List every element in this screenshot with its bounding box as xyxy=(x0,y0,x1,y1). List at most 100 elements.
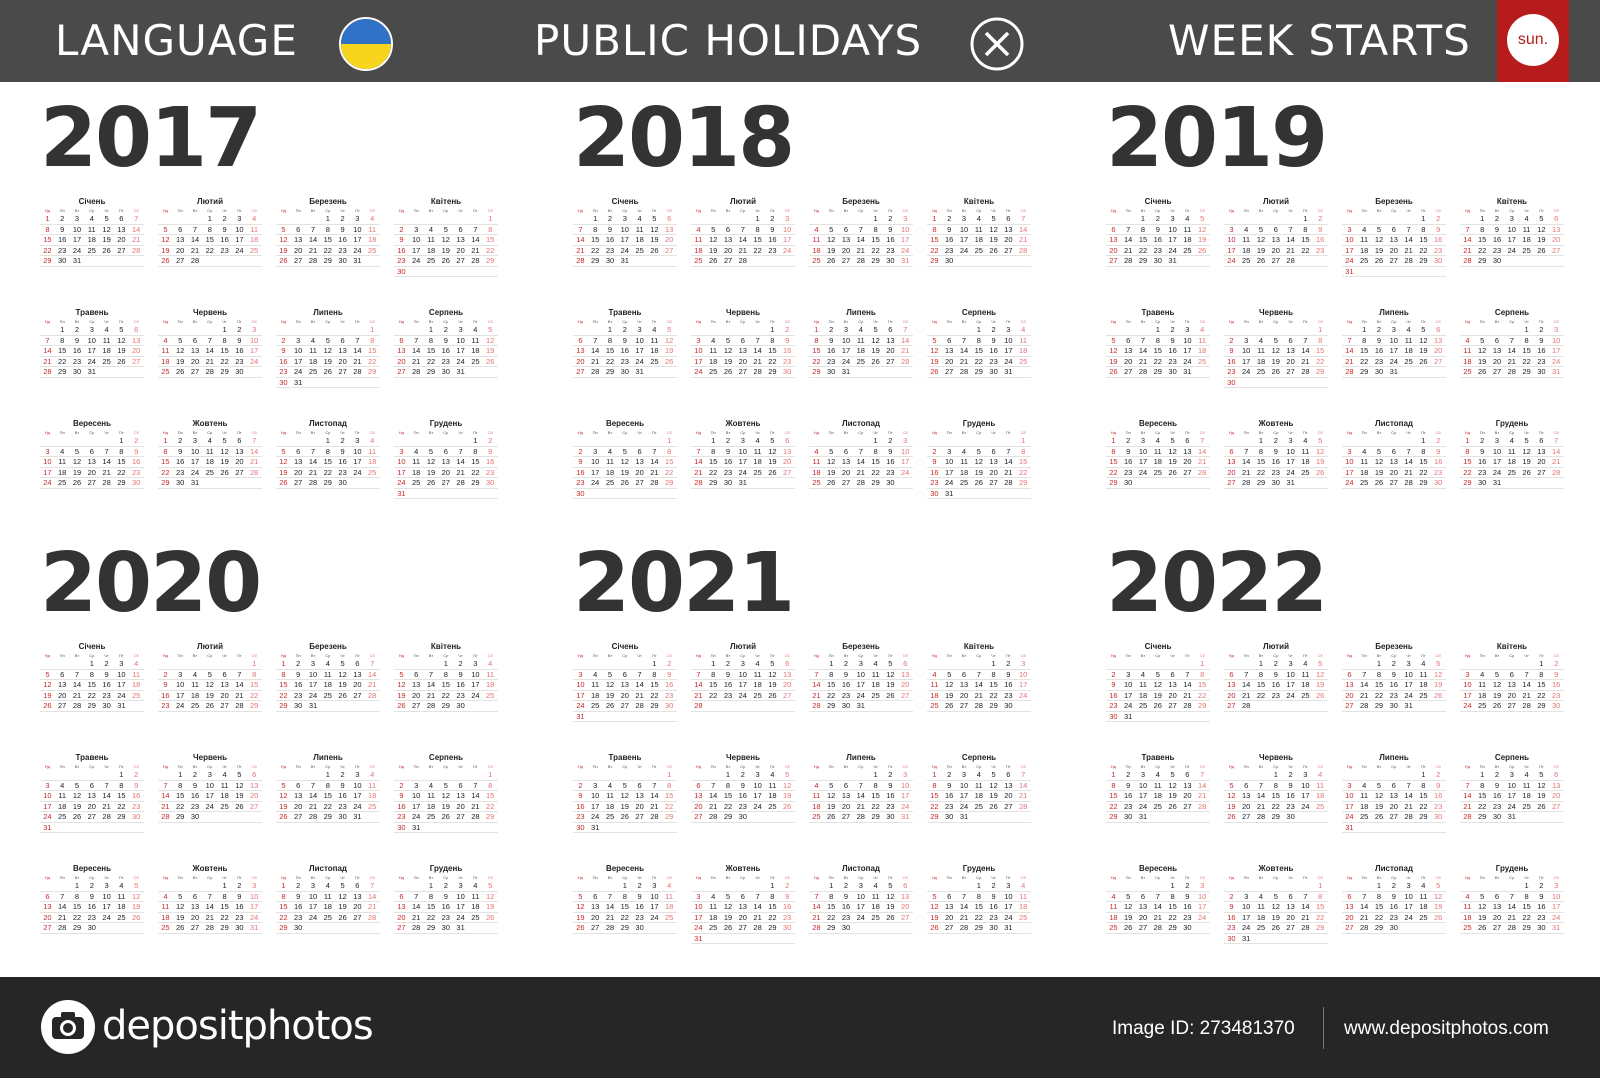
month-name: Серпень xyxy=(428,753,464,762)
weekday-name: Ср xyxy=(976,319,982,324)
day-cell: 10 xyxy=(1489,447,1505,457)
day-cell: 14 xyxy=(202,346,218,357)
day-cell: 5 xyxy=(927,336,942,346)
day-cell: 15 xyxy=(617,902,633,913)
month-calendar: Грудень Нд Пн Вт Ср Чт Пт Сб 1 2 3 4 5 6 7 8 9 10 11 12 13 14… xyxy=(1460,418,1564,489)
day-cell xyxy=(202,881,218,892)
day-cell: 24 xyxy=(1504,246,1520,256)
week-row: 26 27 28 29 30 xyxy=(394,701,498,712)
day-cell: 5 xyxy=(986,770,1001,781)
day-cell xyxy=(69,823,85,833)
weekday-name: Чт xyxy=(637,319,642,324)
day-cell: 16 xyxy=(882,235,898,246)
day-cell: 19 xyxy=(172,357,188,367)
day-cell: 3 xyxy=(1120,670,1136,680)
weekday-header: Нд Пн Вт Ср Чт Пт Сб xyxy=(809,319,913,325)
day-cell: 1 xyxy=(320,436,336,447)
week-row: 28 29 30 31 xyxy=(1460,812,1564,823)
weekday-name: Вт xyxy=(428,208,434,213)
day-cell: 17 xyxy=(1386,346,1402,357)
day-cell: 28 xyxy=(1238,478,1254,489)
day-cell: 25 xyxy=(1297,468,1313,478)
day-cell: 7 xyxy=(646,447,662,457)
weekday-name: Сб xyxy=(902,875,908,880)
day-cell: 2 xyxy=(838,659,854,670)
day-cell xyxy=(1401,770,1416,781)
week-row: 9 10 11 12 13 14 15 xyxy=(1224,902,1328,913)
day-cell xyxy=(1238,378,1254,388)
day-cell xyxy=(349,923,365,934)
weekday-name: Вт xyxy=(843,764,849,769)
day-cell: 6 xyxy=(394,892,409,902)
day-cell: 8 xyxy=(823,670,839,680)
day-cell: 21 xyxy=(54,913,70,923)
weekday-header: Нд Пн Вт Ср Чт Пт Сб xyxy=(1342,319,1446,325)
day-cell xyxy=(1371,770,1387,781)
day-cell: 3 xyxy=(1342,447,1357,457)
week-row: 29 30 31 xyxy=(927,812,1031,823)
day-cell xyxy=(941,659,957,670)
day-cell: 2 xyxy=(1533,325,1549,336)
day-cell: 16 xyxy=(438,346,454,357)
day-cell: 16 xyxy=(394,802,409,812)
day-cell: 4 xyxy=(1504,436,1520,447)
day-cell: 24 xyxy=(941,478,957,489)
day-cell: 15 xyxy=(1474,791,1490,802)
day-cell: 15 xyxy=(1371,680,1387,691)
day-cell: 20 xyxy=(838,246,854,256)
weekday-name: Нд xyxy=(1346,653,1353,658)
weekday-name: Нд xyxy=(280,875,287,880)
day-cell: 21 xyxy=(705,802,721,812)
day-cell: 5 xyxy=(1268,336,1284,346)
day-cell: 14 xyxy=(573,235,588,246)
day-cell: 9 xyxy=(1489,781,1505,791)
day-cell: 13 xyxy=(1283,902,1298,913)
day-cell xyxy=(438,214,454,225)
day-cell: 10 xyxy=(779,225,795,235)
day-cell: 9 xyxy=(764,225,780,235)
day-cell: 25 xyxy=(320,691,336,701)
day-cell: 24 xyxy=(349,802,365,812)
day-cell: 13 xyxy=(838,457,854,468)
day-cell: 14 xyxy=(453,457,468,468)
day-cell: 13 xyxy=(1106,235,1121,246)
day-cell: 12 xyxy=(113,336,129,346)
day-cell: 25 xyxy=(305,367,321,378)
day-cell: 21 xyxy=(1238,691,1254,701)
day-cell: 15 xyxy=(54,346,70,357)
week-row: 12 13 14 15 16 17 18 xyxy=(927,346,1031,357)
day-cell: 25 xyxy=(467,913,483,923)
day-cell: 19 xyxy=(617,802,633,812)
day-cell: 18 xyxy=(1519,235,1534,246)
weekday-name: Вт xyxy=(1494,319,1500,324)
day-cell: 16 xyxy=(764,235,780,246)
day-cell: 28 xyxy=(956,923,972,934)
week-row: 1 xyxy=(158,659,262,670)
weekday-name: Пт xyxy=(355,319,360,324)
day-cell: 7 xyxy=(602,892,618,902)
day-cell xyxy=(1489,881,1505,892)
weekday-header: Нд Пн Вт Ср Чт Пт Сб xyxy=(1342,208,1446,214)
day-cell: 18 xyxy=(1401,346,1416,357)
day-cell: 2 xyxy=(1533,881,1549,892)
day-cell: 29 xyxy=(276,923,291,934)
day-cell: 9 xyxy=(720,447,736,457)
day-cell: 8 xyxy=(217,892,232,902)
week-row: 7 8 9 10 11 12 13 xyxy=(691,447,795,457)
day-cell: 16 xyxy=(482,457,498,468)
day-cell: 1 xyxy=(661,436,677,447)
day-cell: 12 xyxy=(573,902,588,913)
day-cell: 23 xyxy=(172,468,188,478)
weekday-header: Нд Пн Вт Ср Чт Пт Сб xyxy=(1224,764,1328,770)
day-cell: 28 xyxy=(853,256,869,267)
day-cell: 5 xyxy=(113,325,129,336)
day-cell: 22 xyxy=(202,246,218,256)
day-cell: 14 xyxy=(646,791,662,802)
day-cell xyxy=(750,934,765,944)
day-cell: 11 xyxy=(632,225,647,235)
day-cell: 13 xyxy=(1238,791,1254,802)
